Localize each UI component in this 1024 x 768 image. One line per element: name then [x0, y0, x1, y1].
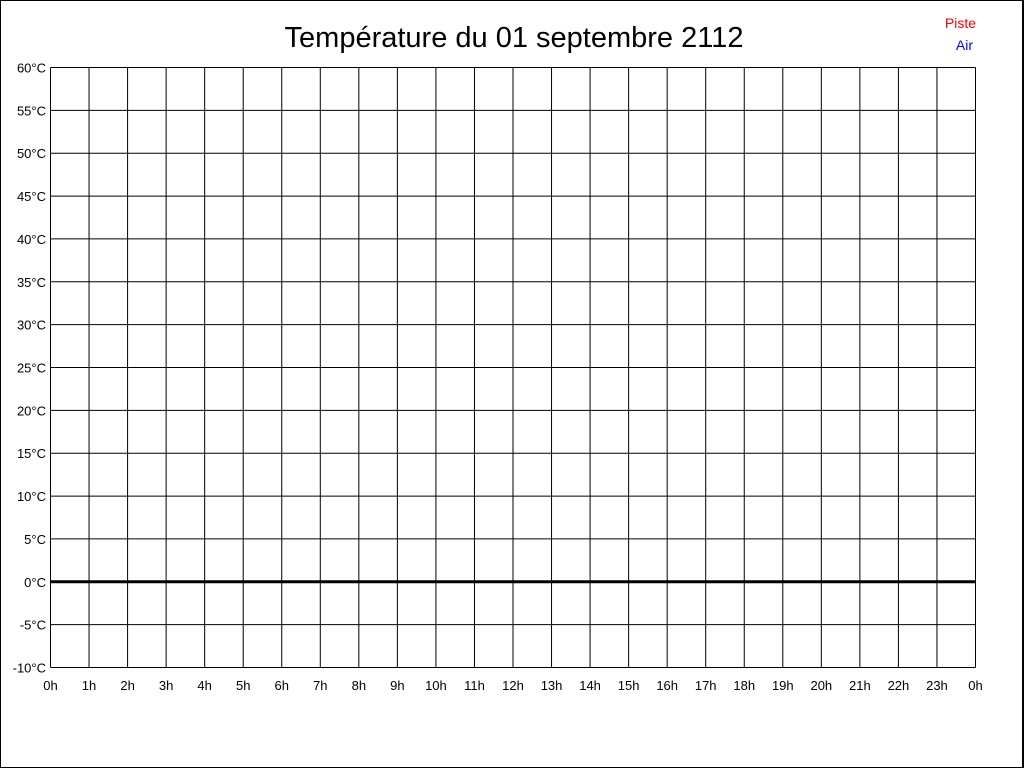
legend-air: Air: [956, 37, 973, 53]
x-tick-label: 10h: [425, 678, 447, 693]
x-tick-label: 1h: [82, 678, 96, 693]
y-tick-label: 60°C: [17, 61, 46, 76]
y-tick-label: 20°C: [17, 403, 46, 418]
y-tick-label: 35°C: [17, 275, 46, 290]
x-tick-label: 22h: [888, 678, 910, 693]
x-tick-label: 5h: [236, 678, 250, 693]
chart-title: Température du 01 septembre 2112: [285, 22, 744, 54]
y-tick-label: 45°C: [17, 189, 46, 204]
x-tick-label: 15h: [618, 678, 640, 693]
x-tick-label: 18h: [733, 678, 755, 693]
y-tick-label: 15°C: [17, 446, 46, 461]
x-tick-label: 7h: [313, 678, 327, 693]
x-tick-label: 17h: [695, 678, 717, 693]
y-tick-label: 10°C: [17, 489, 46, 504]
x-tick-label: 4h: [197, 678, 211, 693]
x-tick-label: 3h: [159, 678, 173, 693]
x-tick-label: 0h: [968, 678, 982, 693]
x-tick-label: 8h: [352, 678, 366, 693]
x-tick-label: 16h: [656, 678, 678, 693]
y-tick-label: 50°C: [17, 146, 46, 161]
y-tick-label: 40°C: [17, 232, 46, 247]
x-tick-label: 12h: [502, 678, 524, 693]
x-tick-label: 23h: [926, 678, 948, 693]
x-tick-label: 11h: [464, 678, 485, 693]
x-tick-label: 9h: [390, 678, 404, 693]
y-tick-label: 0°C: [24, 575, 46, 590]
x-tick-label: 20h: [810, 678, 832, 693]
y-tick-label: 5°C: [24, 532, 46, 547]
y-tick-label: 25°C: [17, 361, 46, 376]
y-tick-label: 55°C: [17, 103, 46, 118]
y-tick-label: -5°C: [20, 618, 46, 633]
y-tick-label: -10°C: [13, 661, 46, 676]
x-tick-label: 0h: [43, 678, 57, 693]
y-tick-label: 30°C: [17, 318, 46, 333]
x-tick-label: 6h: [275, 678, 289, 693]
x-tick-label: 19h: [772, 678, 794, 693]
x-tick-label: 14h: [579, 678, 601, 693]
x-tick-label: 21h: [849, 678, 871, 693]
x-tick-label: 2h: [120, 678, 134, 693]
legend-piste: Piste: [945, 15, 976, 31]
x-tick-label: 13h: [541, 678, 563, 693]
